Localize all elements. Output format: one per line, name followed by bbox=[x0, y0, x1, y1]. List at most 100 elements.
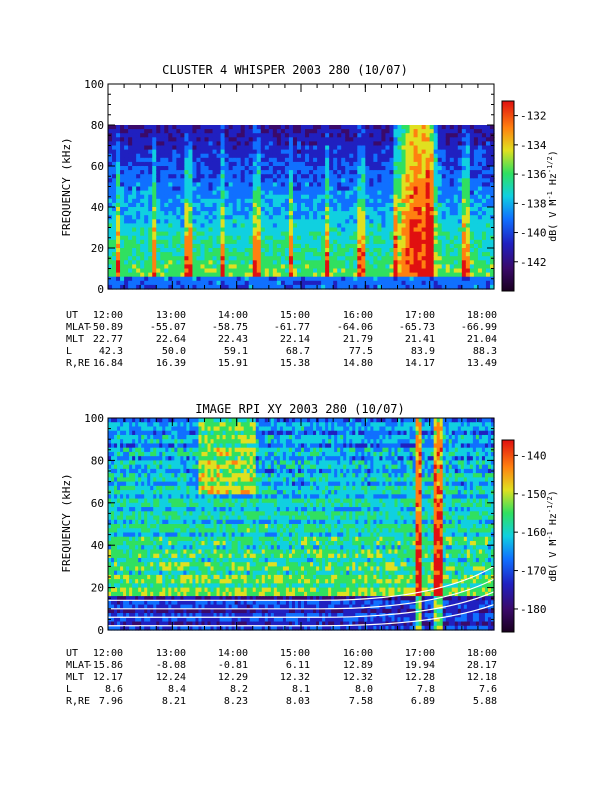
y-tick-label: 60 bbox=[91, 497, 104, 510]
ephemeris-row-label: UT bbox=[66, 648, 78, 659]
ephemeris-value: 7.58 bbox=[349, 696, 373, 707]
ephemeris-value: 88.3 bbox=[473, 346, 497, 357]
panel2-colorbar bbox=[502, 440, 514, 632]
ephemeris-value: 8.4 bbox=[168, 684, 186, 695]
colorbar-tick-label: -136 bbox=[520, 168, 547, 181]
ephemeris-row-label: UT bbox=[66, 310, 78, 321]
ephemeris-value: 7.96 bbox=[99, 696, 123, 707]
panel1-colorbar-ticks: -132-134-136-138-140-142 bbox=[514, 110, 547, 269]
ephemeris-row-label: L bbox=[66, 684, 72, 695]
ephemeris-value: 12.32 bbox=[280, 672, 310, 683]
ephemeris-value: 16:00 bbox=[343, 310, 373, 321]
ephemeris-value: 68.7 bbox=[286, 346, 310, 357]
ephemeris-value: 6.89 bbox=[411, 696, 435, 707]
ephemeris-value: 22.64 bbox=[156, 334, 186, 345]
y-tick-label: 40 bbox=[91, 539, 104, 552]
ephemeris-value: 42.3 bbox=[99, 346, 123, 357]
colorbar-tick-label: -132 bbox=[520, 110, 547, 123]
ephemeris-value: 16.84 bbox=[93, 358, 123, 369]
y-tick-label: 40 bbox=[91, 201, 104, 214]
ephemeris-value: -58.75 bbox=[212, 322, 248, 333]
ephemeris-value: 28.17 bbox=[467, 660, 497, 671]
y-tick-label: 80 bbox=[91, 454, 104, 467]
ephemeris-row-label: R,RE bbox=[66, 696, 90, 707]
ephemeris-value: 18:00 bbox=[467, 648, 497, 659]
ephemeris-value: 8.0 bbox=[355, 684, 373, 695]
panel-cluster-whisper: CLUSTER 4 WHISPER 2003 280 (10/07) 0 20 40… bbox=[60, 63, 559, 369]
ephemeris-value: -64.06 bbox=[337, 322, 373, 333]
ephemeris-row-label: MLT bbox=[66, 672, 84, 683]
ephemeris-value: 14:00 bbox=[218, 310, 248, 321]
ephemeris-value: -55.07 bbox=[150, 322, 186, 333]
ephemeris-value: 8.21 bbox=[162, 696, 186, 707]
y-tick-label: 60 bbox=[91, 160, 104, 173]
panel-image-rpi: IMAGE RPI XY 2003 280 (10/07) 0204060801… bbox=[60, 402, 559, 707]
panel2-title: IMAGE RPI XY 2003 280 (10/07) bbox=[195, 402, 405, 416]
ephemeris-value: 15:00 bbox=[280, 648, 310, 659]
ephemeris-value: 77.5 bbox=[349, 346, 373, 357]
ephemeris-value: 13:00 bbox=[156, 648, 186, 659]
ephemeris-value: 12:00 bbox=[93, 310, 123, 321]
panel1-spectrogram bbox=[108, 84, 495, 290]
colorbar-tick-label: -170 bbox=[520, 565, 547, 578]
ephemeris-value: 21.79 bbox=[343, 334, 373, 345]
y-tick-label: 100 bbox=[84, 78, 104, 91]
ephemeris-row-label: MLT bbox=[66, 334, 84, 345]
ephemeris-value: 7.8 bbox=[417, 684, 435, 695]
ephemeris-value: 12:00 bbox=[93, 648, 123, 659]
ephemeris-value: 14.80 bbox=[343, 358, 373, 369]
ephemeris-value: 22.14 bbox=[280, 334, 310, 345]
ephemeris-value: 15:00 bbox=[280, 310, 310, 321]
ephemeris-value: -65.73 bbox=[399, 322, 435, 333]
ephemeris-value: 83.9 bbox=[411, 346, 435, 357]
colorbar-tick-label: -140 bbox=[520, 449, 547, 462]
panel2-colorbar-label: dB( V M-1 Hz-1/2) bbox=[546, 490, 559, 582]
panel1-colorbar bbox=[502, 101, 514, 291]
colorbar-tick-label: -150 bbox=[520, 488, 547, 501]
y-tick-label: 20 bbox=[91, 582, 104, 595]
ephemeris-value: 6.11 bbox=[286, 660, 310, 671]
ephemeris-value: 12.18 bbox=[467, 672, 497, 683]
panel2-colorbar-ticks: -140-150-160-170-180 bbox=[514, 449, 547, 616]
ephemeris-value: 17:00 bbox=[405, 648, 435, 659]
panel2-y-label: FREQUENCY (kHz) bbox=[60, 473, 73, 572]
ephemeris-value: -61.77 bbox=[274, 322, 310, 333]
ephemeris-value: 16:00 bbox=[343, 648, 373, 659]
ephemeris-value: -0.81 bbox=[218, 660, 248, 671]
ephemeris-value: 12.28 bbox=[405, 672, 435, 683]
ephemeris-value: 21.41 bbox=[405, 334, 435, 345]
colorbar-tick-label: -134 bbox=[520, 139, 547, 152]
colorbar-tick-label: -142 bbox=[520, 256, 547, 269]
colorbar-tick-label: -138 bbox=[520, 197, 547, 210]
ephemeris-value: -66.99 bbox=[461, 322, 497, 333]
ephemeris-value: 22.43 bbox=[218, 334, 248, 345]
ephemeris-value: 14:00 bbox=[218, 648, 248, 659]
ephemeris-value: 12.24 bbox=[156, 672, 186, 683]
ephemeris-row-label: R,RE bbox=[66, 358, 90, 369]
ephemeris-value: 19.94 bbox=[405, 660, 435, 671]
ephemeris-value: 17:00 bbox=[405, 310, 435, 321]
ephemeris-value: 8.03 bbox=[286, 696, 310, 707]
ephemeris-value: 8.1 bbox=[292, 684, 310, 695]
ephemeris-value: 12.17 bbox=[93, 672, 123, 683]
panel1-title: CLUSTER 4 WHISPER 2003 280 (10/07) bbox=[162, 63, 408, 77]
ephemeris-value: 18:00 bbox=[467, 310, 497, 321]
colorbar-tick-label: -160 bbox=[520, 526, 547, 539]
ephemeris-value: 15.38 bbox=[280, 358, 310, 369]
y-tick-label: 100 bbox=[84, 412, 104, 425]
ephemeris-value: 12.32 bbox=[343, 672, 373, 683]
ephemeris-value: 8.2 bbox=[230, 684, 248, 695]
ephemeris-value: 50.0 bbox=[162, 346, 186, 357]
y-tick-label: 20 bbox=[91, 242, 104, 255]
ephemeris-value: 13.49 bbox=[467, 358, 497, 369]
y-tick-label: 0 bbox=[97, 283, 104, 296]
y-tick-label: 80 bbox=[91, 119, 104, 132]
ephemeris-value: 8.23 bbox=[224, 696, 248, 707]
ephemeris-value: 8.6 bbox=[105, 684, 123, 695]
ephemeris-value: 22.77 bbox=[93, 334, 123, 345]
ephemeris-row-label: L bbox=[66, 346, 72, 357]
